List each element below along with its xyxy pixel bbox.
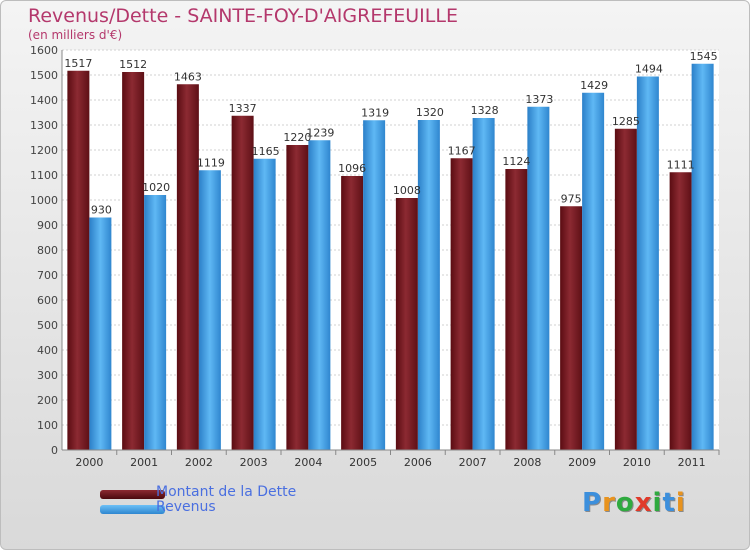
bar-revenus	[472, 118, 495, 450]
data-label: 1337	[229, 102, 257, 115]
proxiti-logo: Proxiti	[582, 488, 686, 518]
data-label: 1545	[690, 50, 718, 63]
data-label: 1167	[448, 144, 476, 157]
x-tick-label: 2005	[349, 456, 377, 469]
data-label: 1096	[338, 162, 366, 175]
bar-revenus	[363, 120, 386, 450]
bar-revenus	[582, 92, 605, 450]
bar-dette	[341, 176, 364, 450]
data-label: 1008	[393, 184, 421, 197]
x-tick-label: 2006	[404, 456, 432, 469]
y-tick-label: 900	[37, 219, 58, 232]
x-tick-label: 2008	[513, 456, 541, 469]
bar-dette	[231, 115, 254, 450]
bar-dette	[669, 172, 692, 450]
legend-swatch-debt	[100, 490, 165, 499]
data-label: 1020	[142, 181, 170, 194]
logo-letter: i	[675, 488, 686, 518]
data-label: 1429	[580, 79, 608, 92]
logo-letter: t	[662, 488, 676, 518]
data-label: 1494	[635, 63, 663, 76]
data-label: 1463	[174, 70, 202, 83]
bar-dette	[67, 70, 90, 450]
data-label: 1517	[64, 57, 92, 70]
legend-label-debt: Montant de la Dette	[156, 484, 297, 500]
y-tick-label: 1100	[30, 169, 58, 182]
logo-letter: i	[652, 488, 663, 518]
chart-subtitle: (en milliers d'€)	[28, 28, 123, 42]
data-label: 1373	[525, 93, 553, 106]
y-tick-label: 1200	[30, 144, 58, 157]
x-tick-label: 2010	[623, 456, 651, 469]
bar-revenus	[89, 217, 112, 450]
y-tick-label: 300	[37, 369, 58, 382]
bar-revenus	[691, 63, 714, 450]
data-label: 1111	[667, 158, 695, 171]
logo-letter: x	[634, 488, 653, 518]
bar-revenus	[636, 76, 659, 450]
data-label: 1239	[306, 126, 334, 139]
data-label: 1319	[361, 106, 389, 119]
logo-letter: o	[615, 488, 635, 518]
y-tick-label: 1300	[30, 119, 58, 132]
data-label: 1124	[502, 155, 530, 168]
y-tick-label: 1400	[30, 94, 58, 107]
data-label: 1165	[252, 145, 280, 158]
bar-revenus	[527, 106, 550, 450]
legend-swatch-revenus	[100, 505, 165, 514]
y-tick-label: 1000	[30, 194, 58, 207]
data-label: 975	[561, 192, 582, 205]
x-tick-label: 2003	[240, 456, 268, 469]
y-tick-label: 400	[37, 344, 58, 357]
data-label: 1512	[119, 58, 147, 71]
legend-label-revenus: Revenus	[156, 499, 216, 515]
x-tick-label: 2001	[130, 456, 158, 469]
x-tick-label: 2004	[294, 456, 322, 469]
x-tick-label: 2007	[459, 456, 487, 469]
bar-dette	[122, 72, 145, 450]
y-tick-label: 600	[37, 294, 58, 307]
data-label: 1220	[283, 131, 311, 144]
bar-revenus	[417, 120, 440, 450]
y-tick-label: 800	[37, 244, 58, 257]
bar-revenus	[308, 140, 331, 450]
bar-revenus	[253, 158, 276, 450]
y-tick-label: 1500	[30, 69, 58, 82]
data-label: 1285	[612, 115, 640, 128]
axes: 0 100 200 300 400 500 600 700 800 900 1000 1100 1200…	[30, 44, 720, 469]
x-tick-label: 2000	[75, 456, 103, 469]
bar-revenus	[198, 170, 221, 450]
x-tick-label: 2011	[678, 456, 706, 469]
bar-dette	[176, 84, 199, 450]
bar-dette	[395, 198, 418, 450]
data-label: 1320	[416, 106, 444, 119]
logo-letter: P	[582, 488, 603, 518]
logo-letter: r	[602, 488, 616, 518]
data-label: 930	[91, 204, 112, 217]
x-tick-label: 2009	[568, 456, 596, 469]
y-tick-label: 500	[37, 319, 58, 332]
bar-dette	[560, 206, 583, 450]
y-tick-label: 200	[37, 394, 58, 407]
bar-dette	[450, 158, 473, 450]
y-tick-label: 1600	[30, 44, 58, 57]
bar-dette	[505, 169, 528, 450]
data-label: 1119	[197, 156, 225, 169]
y-tick-label: 700	[37, 269, 58, 282]
chart-title: Revenus/Dette - SAINTE-FOY-D'AIGREFEUILL…	[28, 5, 458, 27]
bar-dette	[614, 128, 637, 450]
bar-revenus	[144, 195, 167, 450]
bar-dette	[286, 145, 309, 450]
bars	[67, 63, 714, 450]
y-tick-label: 100	[37, 419, 58, 432]
y-tick-label: 0	[51, 444, 58, 457]
x-tick-label: 2002	[185, 456, 213, 469]
data-label: 1328	[471, 104, 499, 117]
